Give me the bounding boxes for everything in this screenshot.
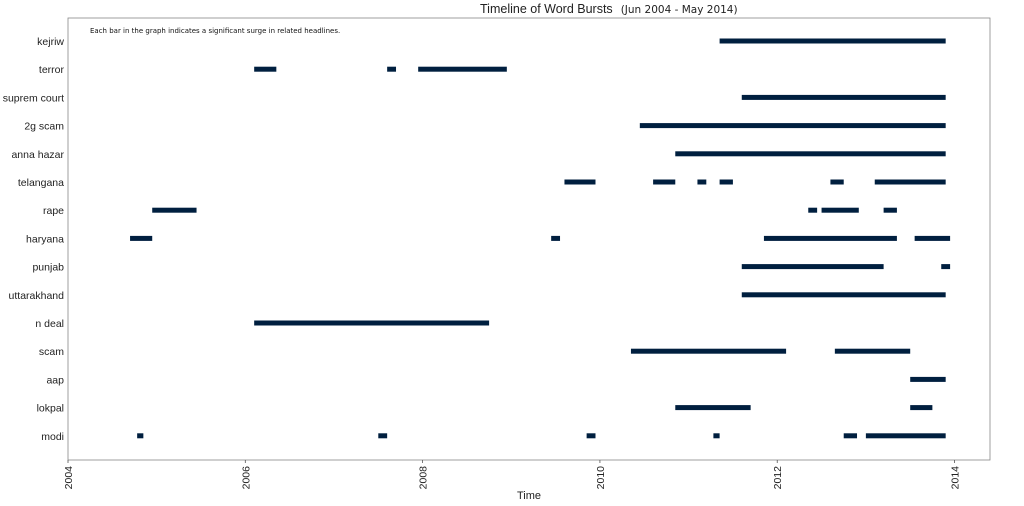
burst-bar bbox=[630, 348, 787, 354]
chart-title-main: Timeline of Word Bursts bbox=[480, 2, 613, 16]
burst-bar bbox=[741, 264, 884, 270]
burst-bar bbox=[675, 405, 751, 411]
y-tick-label: kejriw bbox=[37, 36, 64, 48]
y-tick-label: suprem court bbox=[3, 92, 64, 104]
x-tick-label: 2004 bbox=[63, 466, 75, 490]
y-tick-label: lokpal bbox=[37, 403, 64, 415]
y-tick-label: 2g scam bbox=[24, 121, 64, 133]
y-tick-label: n deal bbox=[35, 318, 64, 330]
burst-bar bbox=[808, 207, 818, 213]
burst-bar bbox=[910, 405, 933, 411]
burst-bar bbox=[941, 264, 951, 270]
burst-bar bbox=[387, 66, 397, 72]
y-tick-label: telangana bbox=[18, 177, 64, 189]
burst-bar bbox=[865, 433, 946, 439]
burst-bar bbox=[874, 179, 946, 185]
x-tick-label: 2010 bbox=[595, 466, 607, 490]
burst-bar bbox=[834, 348, 911, 354]
x-tick-label: 2008 bbox=[418, 466, 430, 490]
burst-bar bbox=[763, 235, 897, 241]
burst-bar bbox=[697, 179, 707, 185]
burst-bar bbox=[741, 94, 946, 100]
burst-bar bbox=[254, 66, 277, 72]
y-tick-label: rape bbox=[43, 205, 64, 217]
burst-bar bbox=[551, 235, 561, 241]
burst-bar bbox=[564, 179, 596, 185]
burst-bar bbox=[719, 38, 946, 44]
y-tick-label: haryana bbox=[26, 233, 64, 245]
chart-subtitle: (Jun 2004 - May 2014) bbox=[620, 4, 738, 16]
burst-bar bbox=[378, 433, 388, 439]
y-tick-label: anna hazar bbox=[11, 149, 64, 161]
chart-title: Timeline of Word Bursts (Jun 2004 - May 2… bbox=[480, 2, 738, 16]
burst-bar bbox=[152, 207, 197, 213]
burst-bar bbox=[653, 179, 676, 185]
burst-bar bbox=[741, 292, 946, 298]
burst-bar bbox=[843, 433, 858, 439]
burst-bar bbox=[418, 66, 507, 72]
burst-bar bbox=[914, 235, 951, 241]
y-tick-label: terror bbox=[39, 64, 65, 76]
y-tick-label: scam bbox=[39, 346, 64, 358]
burst-bar bbox=[130, 235, 153, 241]
x-tick-label: 2014 bbox=[950, 466, 962, 490]
burst-bar bbox=[713, 433, 720, 439]
burst-bar bbox=[675, 151, 946, 157]
burst-bar bbox=[639, 123, 946, 129]
burst-bar bbox=[586, 433, 596, 439]
chart-annotation: Each bar in the graph indicates a signif… bbox=[90, 27, 341, 35]
plot-frame bbox=[67, 17, 991, 461]
burst-bar bbox=[137, 433, 144, 439]
y-tick-label: punjab bbox=[32, 262, 64, 274]
burst-bar bbox=[883, 207, 897, 213]
y-tick-label: uttarakhand bbox=[9, 290, 65, 302]
y-tick-label: modi bbox=[41, 431, 64, 443]
x-tick-label: 2012 bbox=[772, 466, 784, 490]
x-tick-label: 2006 bbox=[240, 466, 252, 490]
y-tick-label: aap bbox=[46, 374, 64, 386]
burst-bar bbox=[910, 376, 946, 382]
burst-bar bbox=[830, 179, 844, 185]
x-axis-label: Time bbox=[517, 490, 541, 502]
burst-bar bbox=[821, 207, 859, 213]
burst-bar bbox=[254, 320, 490, 326]
burst-bar bbox=[719, 179, 733, 185]
